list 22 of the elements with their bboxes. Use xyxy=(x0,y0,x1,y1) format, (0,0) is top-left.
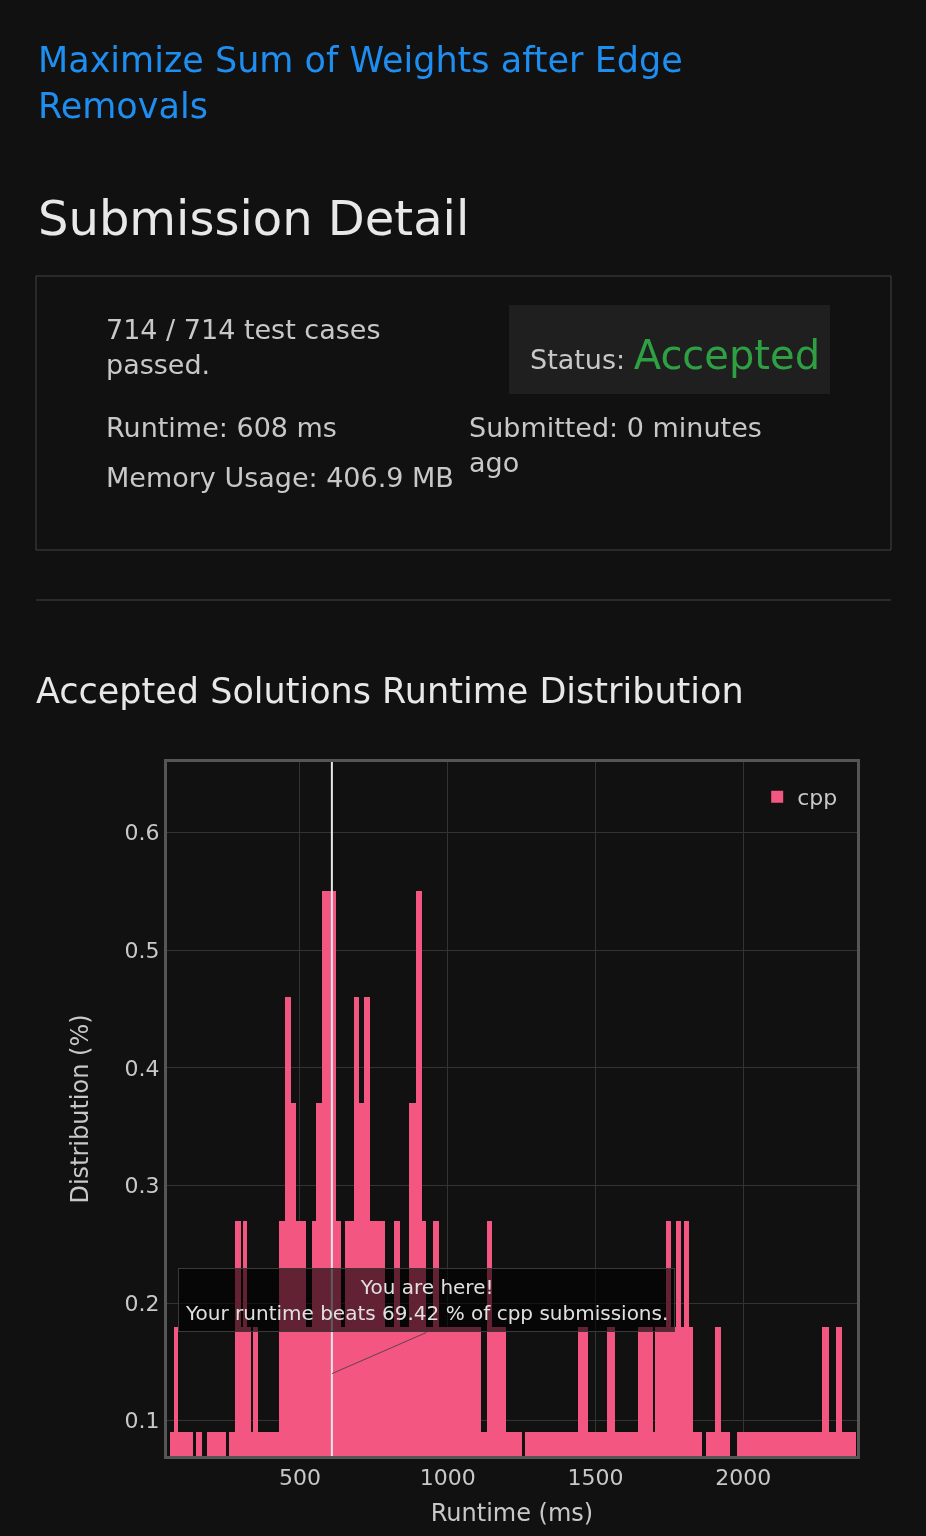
x-tick-label: 2000 xyxy=(715,1465,772,1491)
x-tick-label: 1500 xyxy=(567,1465,624,1491)
y-tick-label: 0.3 xyxy=(124,1173,160,1199)
x-tick-label: 1000 xyxy=(419,1465,476,1491)
y-tick-label: 0.4 xyxy=(124,1055,160,1081)
text: Maximize Sum of Weights after Edge Removals xyxy=(38,40,683,126)
text: 714 / 714 test cases passed. xyxy=(106,314,381,381)
y-tick-label: 0.5 xyxy=(124,937,160,963)
chart-title: Accepted Solutions Runtime Distribution xyxy=(36,670,744,711)
y-axis-title: Distribution (%) xyxy=(65,1014,94,1204)
legend-label: cpp xyxy=(797,785,838,811)
text: Memory Usage: 406.9 MB xyxy=(106,462,454,493)
x-axis-title: Runtime (ms) xyxy=(430,1498,594,1527)
text: Submission Detail xyxy=(38,190,470,246)
text: Status: Accepted xyxy=(530,332,821,378)
text: Submitted: 0 minutes ago xyxy=(469,412,762,479)
text: Runtime: 608 ms xyxy=(106,412,337,443)
y-tick-label: 0.6 xyxy=(124,820,160,846)
annotation: You are here! Your runtime beats 69.42 % of cpp submissions. xyxy=(185,1275,669,1325)
y-tick-label: 0.1 xyxy=(124,1408,160,1434)
x-tick-label: 500 xyxy=(278,1465,321,1491)
y-tick-label: 0.2 xyxy=(124,1290,160,1316)
